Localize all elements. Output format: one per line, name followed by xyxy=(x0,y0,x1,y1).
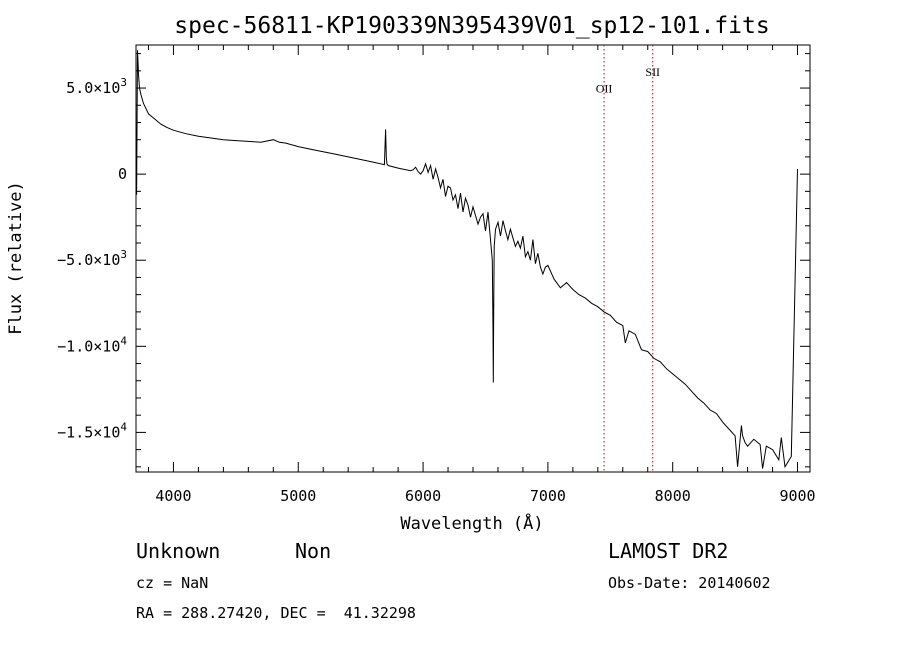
class-label: Unknown xyxy=(136,539,221,563)
x-tick-label: 6000 xyxy=(405,487,441,505)
x-axis-label: Wavelength (Å) xyxy=(400,512,543,534)
x-tick-label: 7000 xyxy=(530,487,566,505)
obs-date-text: Obs-Date: 20140602 xyxy=(608,574,771,592)
y-tick-label: −5.0×103 xyxy=(57,248,127,269)
chart-title: spec-56811-KP190339N395439V01_sp12-101.f… xyxy=(174,13,769,39)
y-tick-mantissa: 5.0×10 xyxy=(66,79,120,97)
line-markers: OII SII xyxy=(596,45,660,472)
survey-label: LAMOST DR2 xyxy=(608,539,729,563)
y-tick-mantissa: −1.0×10 xyxy=(57,337,120,355)
x-tick-label: 9000 xyxy=(779,487,815,505)
y-tick-label: 0 xyxy=(118,165,127,183)
x-tick-label: 5000 xyxy=(280,487,316,505)
coordinates-text: RA = 288.27420, DEC = 41.32298 xyxy=(136,604,416,622)
y-tick-exponent: 4 xyxy=(120,420,127,433)
x-tick-label: 4000 xyxy=(155,487,191,505)
marker-label-sii: SII xyxy=(645,65,660,79)
x-axis: 4000 5000 6000 7000 8000 9000 xyxy=(147,45,816,505)
y-tick-mantissa: 0 xyxy=(118,165,127,183)
spectrum-line xyxy=(136,50,798,469)
y-tick-label: −1.0×104 xyxy=(57,334,127,355)
y-tick-label: 5.0×103 xyxy=(66,76,127,97)
y-tick-exponent: 3 xyxy=(120,248,127,261)
y-tick-exponent: 4 xyxy=(120,334,127,347)
y-tick-mantissa: −1.5×10 xyxy=(57,423,120,441)
subclass-label: Non xyxy=(295,539,332,563)
y-tick-label: −1.5×104 xyxy=(57,420,127,441)
marker-label-oii: OII xyxy=(596,81,613,95)
y-axis-label: Flux (relative) xyxy=(6,181,26,335)
x-tick-label: 8000 xyxy=(655,487,691,505)
y-tick-exponent: 3 xyxy=(120,76,127,89)
redshift-text: cz = NaN xyxy=(136,574,209,592)
y-tick-mantissa: −5.0×10 xyxy=(57,251,120,269)
